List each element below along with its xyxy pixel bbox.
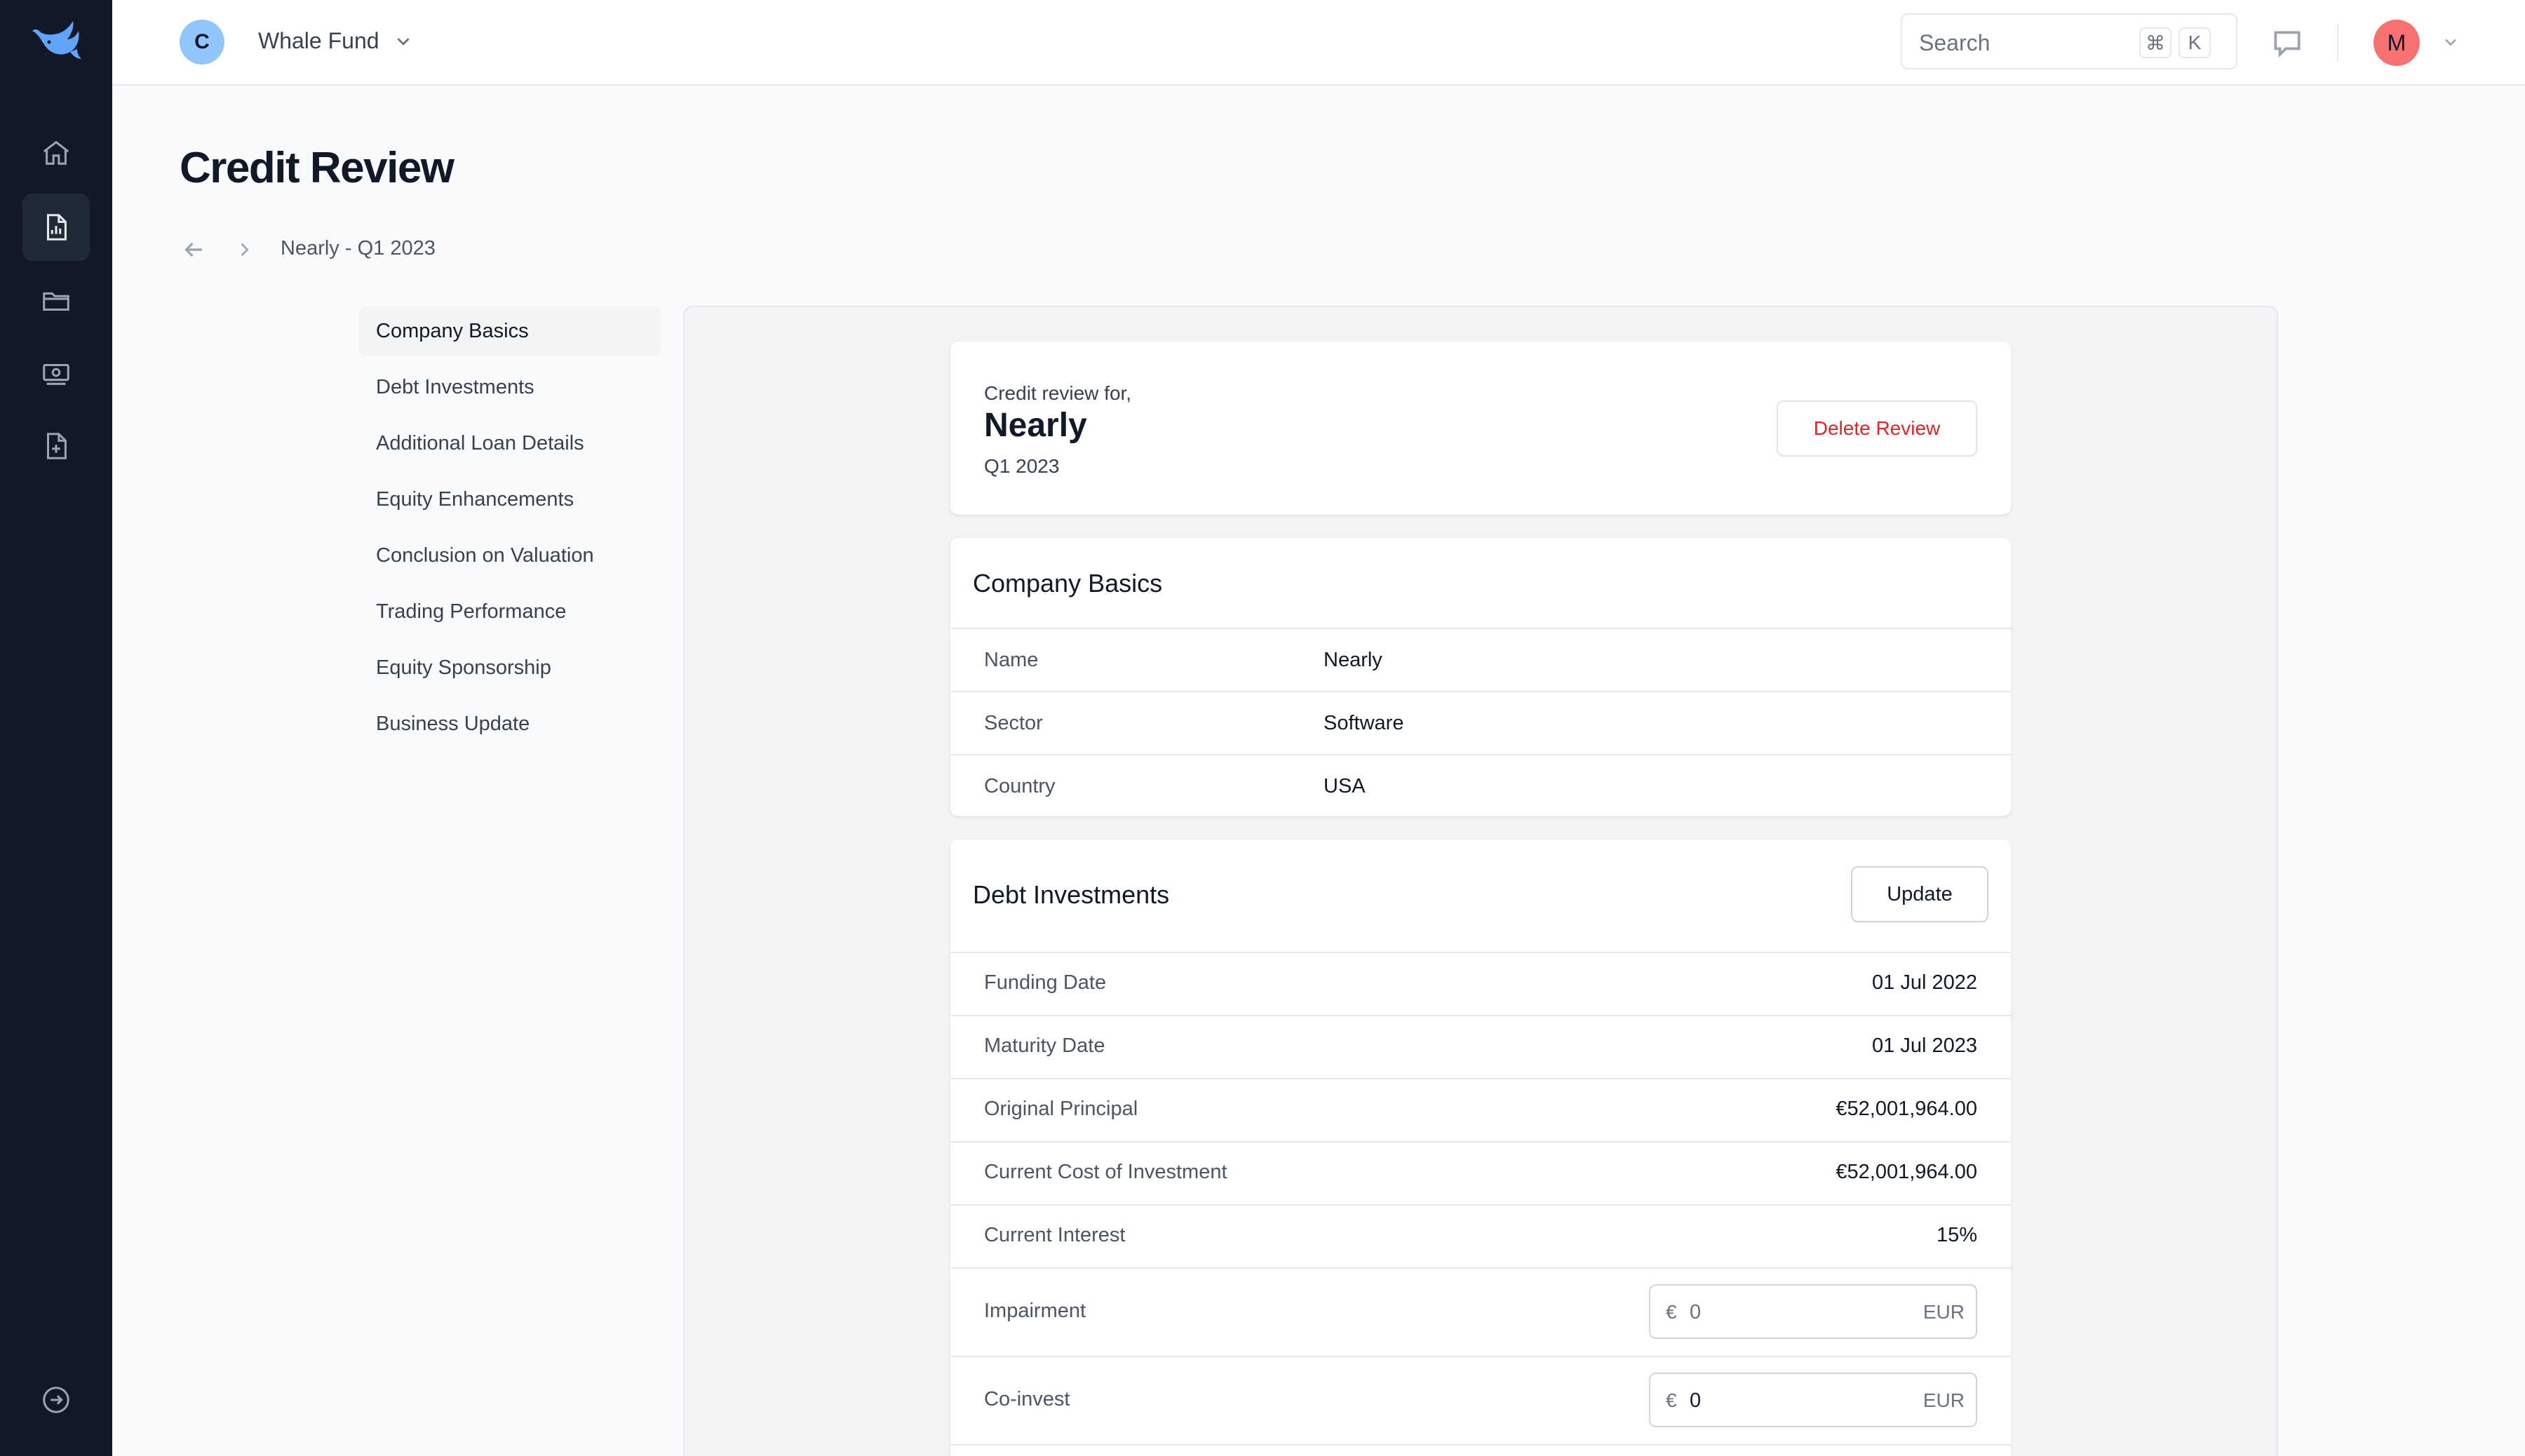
- table-row: Funding Date 01 Jul 2022: [950, 952, 2011, 1015]
- whale-logo-icon[interactable]: [28, 18, 84, 65]
- breadcrumb[interactable]: Nearly - Q1 2023: [281, 237, 436, 259]
- co-invest-value: 0: [1690, 1389, 1702, 1412]
- section-nav-debt-investments[interactable]: Debt Investments: [376, 375, 534, 398]
- field-value: €52,001,964.00: [1836, 1098, 1977, 1120]
- currency-code: EUR: [1923, 1301, 1965, 1323]
- field-value: 01 Jul 2022: [1872, 971, 1977, 994]
- nav-cash[interactable]: [22, 339, 90, 407]
- field-value: Nearly: [1324, 649, 1382, 671]
- impairment-input[interactable]: € 0 EUR: [1649, 1284, 1977, 1339]
- field-label: Current Interest: [984, 1224, 1126, 1246]
- search-placeholder: Search: [1919, 30, 1991, 55]
- section-nav-conclusion-on-valuation[interactable]: Conclusion on Valuation: [376, 544, 594, 567]
- logout-icon: [43, 1387, 69, 1413]
- delete-review-button[interactable]: Delete Review: [1777, 400, 1977, 457]
- field-label: Sector: [984, 712, 1043, 734]
- nav-home[interactable]: [22, 119, 90, 187]
- field-value: €52,001,964.00: [1836, 1161, 1977, 1183]
- table-row: [950, 1444, 2011, 1456]
- table-row: Original Principal €52,001,964.00: [950, 1078, 2011, 1141]
- debt-investments-title: Debt Investments: [973, 880, 1170, 909]
- nav-logout[interactable]: [22, 1366, 90, 1434]
- section-nav-additional-loan-details[interactable]: Additional Loan Details: [376, 431, 584, 454]
- update-button[interactable]: Update: [1851, 866, 1988, 922]
- currency-code: EUR: [1923, 1389, 1965, 1411]
- table-row: Co-invest € 0 EUR: [950, 1356, 2011, 1444]
- impairment-placeholder: 0: [1690, 1301, 1702, 1323]
- shortcut-k-key: K: [2179, 27, 2211, 58]
- table-row: Name Nearly: [950, 628, 2011, 691]
- review-lead-text: Credit review for,: [984, 382, 1132, 404]
- field-label: Country: [984, 775, 1056, 797]
- nav-new-document[interactable]: [22, 412, 90, 480]
- table-row: Maturity Date 01 Jul 2023: [950, 1015, 2011, 1078]
- field-label: Current Cost of Investment: [984, 1161, 1227, 1183]
- nav-folders[interactable]: [22, 267, 90, 334]
- section-nav: Company Basics Debt Investments Addition…: [359, 306, 661, 755]
- chevron-down-icon[interactable]: [2441, 32, 2460, 52]
- top-bar: C Whale Fund Search ⌘ K M: [112, 0, 2525, 86]
- org-avatar[interactable]: C: [180, 20, 224, 65]
- section-nav-equity-sponsorship[interactable]: Equity Sponsorship: [376, 656, 551, 679]
- home-icon: [43, 140, 69, 165]
- review-company-name: Nearly: [984, 407, 1087, 444]
- page-title: Credit Review: [180, 144, 454, 192]
- user-avatar[interactable]: M: [2374, 20, 2420, 66]
- arrow-left-icon[interactable]: [180, 237, 208, 262]
- field-value: 01 Jul 2023: [1872, 1034, 1977, 1057]
- org-switcher-name[interactable]: Whale Fund: [258, 28, 379, 53]
- review-header-card: Credit review for, Nearly Q1 2023 Delete…: [950, 341, 2012, 515]
- co-invest-input[interactable]: € 0 EUR: [1649, 1373, 1977, 1427]
- company-basics-title: Company Basics: [973, 569, 1163, 598]
- field-label: Original Principal: [984, 1098, 1138, 1120]
- table-row: Sector Software: [950, 691, 2011, 754]
- app-sidebar: [0, 0, 112, 1456]
- document-plus-icon: [46, 433, 67, 459]
- section-nav-business-update[interactable]: Business Update: [376, 712, 530, 735]
- section-nav-company-basics[interactable]: Company Basics: [359, 306, 661, 356]
- chevron-down-icon[interactable]: [393, 31, 414, 52]
- table-row: Current Interest 15%: [950, 1204, 2011, 1267]
- table-row: Impairment € 0 EUR: [950, 1267, 2011, 1356]
- currency-symbol: €: [1666, 1389, 1677, 1411]
- section-nav-equity-enhancements[interactable]: Equity Enhancements: [376, 487, 574, 511]
- field-label: Funding Date: [984, 971, 1107, 994]
- nav-reports[interactable]: [22, 194, 90, 261]
- field-label: Maturity Date: [984, 1034, 1105, 1057]
- field-value: USA: [1324, 775, 1366, 797]
- company-basics-card: Company Basics Name Nearly Sector Softwa…: [950, 537, 2012, 816]
- field-value: Software: [1324, 712, 1404, 734]
- section-nav-trading-performance[interactable]: Trading Performance: [376, 600, 567, 623]
- chevron-right-icon: [241, 243, 249, 257]
- table-row: Country USA: [950, 754, 2011, 817]
- field-label: Impairment: [984, 1300, 1086, 1322]
- cash-icon: [43, 363, 69, 385]
- shortcut-cmd-key: ⌘: [2139, 27, 2172, 58]
- field-label: Co-invest: [984, 1388, 1070, 1410]
- field-label: Name: [984, 649, 1039, 671]
- topbar-divider: [2337, 24, 2338, 62]
- table-row: Current Cost of Investment €52,001,964.0…: [950, 1141, 2011, 1204]
- folder-icon: [43, 292, 69, 311]
- review-period: Q1 2023: [984, 455, 1060, 477]
- chat-icon[interactable]: [2270, 25, 2305, 60]
- field-value: 15%: [1936, 1224, 1977, 1246]
- debt-investments-card: Debt Investments Update Funding Date 01 …: [950, 839, 2012, 1456]
- search-input[interactable]: Search ⌘ K: [1901, 13, 2237, 69]
- currency-symbol: €: [1666, 1301, 1677, 1323]
- report-icon: [46, 214, 67, 241]
